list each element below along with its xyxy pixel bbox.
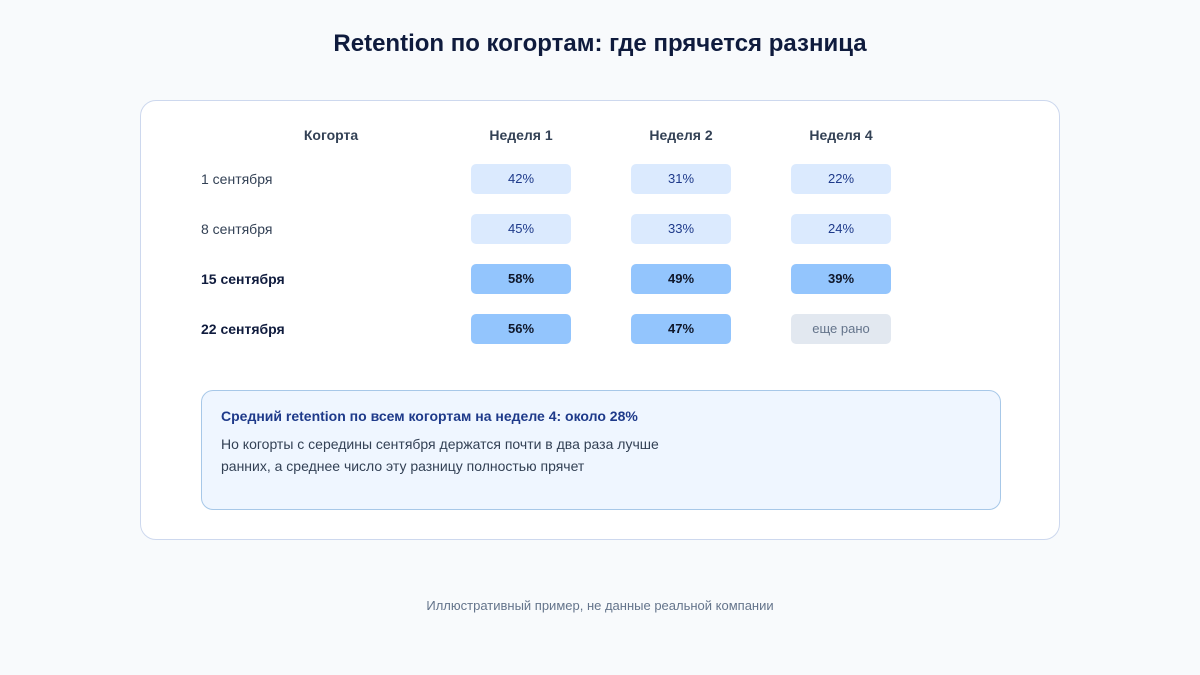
- column-header: Неделя 2: [649, 127, 713, 143]
- retention-cell: 22%: [791, 164, 891, 194]
- retention-cell: 49%: [631, 264, 731, 294]
- callout-title: Средний retention по всем когортам на не…: [221, 408, 638, 424]
- callout: Средний retention по всем когортам на не…: [201, 390, 1001, 510]
- retention-cell: 45%: [471, 214, 571, 244]
- callout-text: ранних, а среднее число эту разницу полн…: [221, 458, 585, 474]
- callout-text: Но когорты с середины сентября держатся …: [221, 436, 659, 452]
- retention-cell: 33%: [631, 214, 731, 244]
- page-title: Retention по когортам: где прячется разн…: [333, 30, 867, 57]
- column-header: Неделя 1: [489, 127, 553, 143]
- cohort-label: 1 сентября: [201, 171, 273, 187]
- retention-cell: 31%: [631, 164, 731, 194]
- retention-cell: 24%: [791, 214, 891, 244]
- footer-note: Иллюстративный пример, не данные реально…: [426, 598, 774, 613]
- retention-cell: 42%: [471, 164, 571, 194]
- retention-cell: 56%: [471, 314, 571, 344]
- retention-cell: 39%: [791, 264, 891, 294]
- table-card: Средний retention по всем когортам на не…: [140, 100, 1060, 540]
- cohort-label: 15 сентября: [201, 271, 285, 287]
- column-header: Неделя 4: [809, 127, 873, 143]
- retention-cell: еще рано: [791, 314, 891, 344]
- cohort-label: 8 сентября: [201, 221, 273, 237]
- retention-cell: 47%: [631, 314, 731, 344]
- cohort-label: 22 сентября: [201, 321, 285, 337]
- retention-cell: 58%: [471, 264, 571, 294]
- column-header: Когорта: [303, 127, 359, 143]
